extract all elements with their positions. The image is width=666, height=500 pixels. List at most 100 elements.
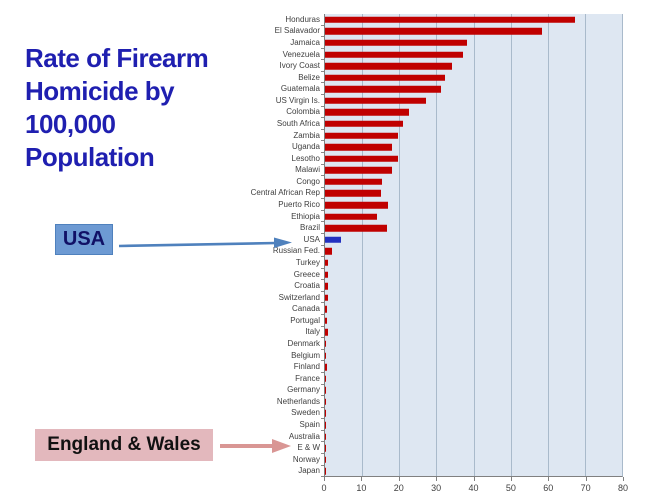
x-tick-label-50: 50	[505, 483, 516, 493]
bar-track	[321, 303, 623, 315]
chart-row: Belize	[226, 72, 623, 84]
x-tick-80	[623, 477, 624, 481]
bar-japan	[325, 468, 326, 475]
x-tick-label-60: 60	[543, 483, 554, 493]
bar-track	[321, 14, 623, 26]
chart-row: USA	[226, 234, 623, 246]
country-label-canada: Canada	[291, 304, 320, 314]
bar-track	[321, 327, 623, 339]
bar-malawi	[325, 167, 393, 174]
bar-track	[321, 153, 623, 165]
bar-track	[321, 350, 623, 362]
bar-jamaica	[325, 39, 468, 47]
chart-row: Netherlands	[226, 396, 623, 408]
bar-netherlands	[325, 398, 327, 406]
chart-row: Croatia	[226, 280, 623, 292]
chart-row: Portugal	[226, 315, 623, 327]
country-label-zambia: Zambia	[293, 130, 320, 140]
chart-row: Finland	[226, 361, 623, 373]
bar-track	[321, 246, 623, 258]
chart-row: Turkey	[226, 257, 623, 269]
chart-row: Norway	[226, 454, 623, 466]
bar-track	[321, 26, 623, 38]
bar-greece	[325, 271, 328, 278]
bar-belize	[325, 74, 445, 81]
chart-row: Sweden	[226, 408, 623, 420]
bar-track	[321, 454, 623, 466]
bar-el-salavador	[325, 28, 542, 35]
bar-croatia	[325, 282, 328, 290]
bar-guatemala	[325, 86, 441, 93]
bar-south-africa	[325, 120, 404, 128]
country-label-norway: Norway	[292, 454, 320, 464]
chart-row: Congo	[226, 176, 623, 188]
bar-france	[325, 375, 327, 382]
country-label-congo: Congo	[296, 176, 320, 186]
x-tick-label-80: 80	[617, 483, 628, 493]
chart-row: Zambia	[226, 130, 623, 142]
bar-puerto-rico	[325, 201, 388, 209]
chart-row: Venezuela	[226, 49, 623, 61]
chart-row: Guatemala	[226, 83, 623, 95]
country-label-e-w: E & W	[297, 443, 320, 453]
chart-row: Colombia	[226, 107, 623, 119]
bar-central-african-rep	[325, 190, 382, 197]
country-label-belgium: Belgium	[291, 350, 320, 360]
country-label-ethiopia: Ethiopia	[291, 211, 320, 221]
bar-track	[321, 408, 623, 420]
bar-track	[321, 49, 623, 61]
chart-row: Jamaica	[226, 37, 623, 49]
x-tick-0	[324, 477, 325, 481]
x-tick-50	[510, 477, 512, 481]
x-tick-70	[585, 477, 587, 481]
bar-norway	[325, 456, 326, 463]
country-label-venezuela: Venezuela	[282, 49, 320, 59]
bar-italy	[325, 329, 328, 336]
chart-rows: Honduras El Salavador Jamaica Venezuela Ivor…	[226, 14, 623, 477]
chart-row: France	[226, 373, 623, 385]
x-tick-label-10: 10	[356, 483, 367, 493]
chart-row: Italy	[226, 327, 623, 339]
chart-row: E & W	[226, 442, 623, 454]
country-label-colombia: Colombia	[286, 107, 320, 117]
bar-track	[321, 269, 623, 281]
country-label-puerto-rico: Puerto Rico	[278, 200, 320, 210]
country-label-netherlands: Netherlands	[276, 396, 320, 406]
country-label-denmark: Denmark	[287, 338, 320, 348]
bar-track	[321, 234, 623, 246]
bar-honduras	[325, 16, 576, 24]
chart-row: Malawi	[226, 165, 623, 177]
chart-row: Lesotho	[226, 153, 623, 165]
bar-track	[321, 292, 623, 304]
bar-finland	[325, 363, 327, 371]
usa-arrow-head	[274, 237, 292, 248]
title-line-3: 100,000	[25, 109, 116, 139]
country-label-south-africa: South Africa	[276, 118, 320, 128]
country-label-central-african-rep: Central African Rep	[250, 188, 320, 198]
bar-track	[321, 373, 623, 385]
title-line-1: Rate of Firearm	[25, 43, 209, 73]
bar-spain	[325, 421, 327, 429]
bar-sweden	[325, 410, 327, 417]
x-tick-label-20: 20	[393, 483, 404, 493]
country-label-ivory-coast: Ivory Coast	[279, 61, 320, 71]
gridline-30	[436, 14, 438, 476]
bar-turkey	[325, 259, 328, 267]
country-label-malawi: Malawi	[295, 165, 320, 175]
gridline-10	[362, 14, 364, 476]
gridline-60	[547, 14, 549, 476]
chart-row: Australia	[226, 431, 623, 443]
bar-track	[321, 165, 623, 177]
chart-row: US Virgin Is.	[226, 95, 623, 107]
x-tick-30	[436, 477, 438, 481]
title-line-2: Homicide by	[25, 76, 175, 106]
england-wales-arrow	[220, 439, 291, 453]
bar-track	[321, 83, 623, 95]
country-label-russian-fed: Russian Fed.	[272, 246, 320, 256]
bar-track	[321, 37, 623, 49]
country-label-lesotho: Lesotho	[291, 153, 320, 163]
x-tick-40	[473, 477, 475, 481]
bar-denmark	[325, 340, 327, 348]
country-label-belize: Belize	[298, 72, 320, 82]
